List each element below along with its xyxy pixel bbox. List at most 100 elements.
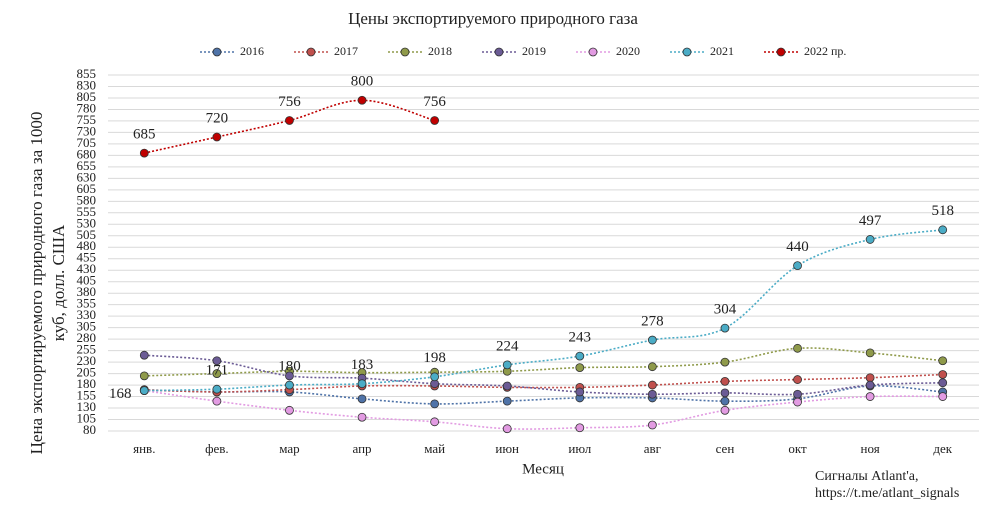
data-point [938,370,948,379]
data-point [720,396,730,406]
data-point [793,261,802,271]
data-label: 180 [278,359,301,375]
data-point [720,388,730,398]
data-point [285,405,294,415]
y-tick-label: 355 [77,296,97,311]
legend-marker [682,47,692,57]
x-tick-label: май [424,441,445,456]
data-label: 183 [351,357,374,373]
data-point [938,378,948,388]
data-label: 278 [641,313,664,329]
x-tick-label: янв. [133,441,155,456]
data-point [139,148,149,158]
data-point [647,389,657,399]
data-label: 720 [206,110,229,126]
data-point [575,351,585,361]
data-point [793,343,802,353]
y-tick-label: 755 [77,112,97,127]
y-tick-label: 830 [77,77,97,92]
x-tick-label: окт [788,441,807,456]
data-point [647,362,657,372]
data-point [938,356,948,366]
y-tick-label: 505 [77,227,97,242]
legend-label: 2016 [240,44,264,58]
y-tick-label: 455 [77,250,97,265]
x-axis-label: Месяц [522,461,564,477]
legend-label: 2019 [522,44,546,58]
data-label: 243 [569,330,592,346]
y-axis-label: куб, долл. США [49,224,68,341]
annotation: https://t.me/atlant_signals [815,486,959,501]
data-point [502,360,512,370]
data-label: 224 [496,338,519,354]
data-point [865,373,875,383]
data-point [865,235,875,244]
data-label: 168 [109,386,132,402]
data-point [865,392,875,401]
data-point [647,420,657,430]
data-point [720,376,730,386]
series-line [144,389,943,430]
x-tick-label: авг [644,441,661,456]
legend-label: 2020 [616,44,640,58]
y-tick-label: 305 [77,319,97,334]
annotation: Сигналы Atlant'a, [815,469,919,484]
y-tick-label: 480 [77,238,97,253]
data-point [865,348,875,358]
data-point [793,389,802,399]
y-tick-label: 605 [77,181,97,196]
data-point [285,380,294,390]
data-label: 440 [786,239,809,255]
data-point [430,116,440,125]
series-line [144,354,943,396]
y-tick-label: 430 [77,261,97,276]
x-tick-label: ноя [861,441,880,456]
data-point [575,363,585,373]
y-tick-label: 555 [77,204,97,219]
legend-label: 2017 [334,44,358,58]
y-tick-label: 230 [77,353,97,368]
y-tick-label: 280 [77,330,97,345]
y-tick-label: 80 [83,422,96,437]
legend-label: 2022 пр. [804,44,846,58]
data-point [430,372,440,382]
x-tick-label: июн [495,441,519,456]
series-line [144,373,943,393]
data-point [720,405,730,415]
legend-marker [306,47,316,57]
data-label: 171 [206,363,229,379]
data-point [938,392,948,401]
x-tick-label: сен [716,441,735,456]
data-point [139,386,149,395]
data-label: 685 [133,127,156,143]
y-tick-label: 705 [77,135,97,150]
series-line [144,347,943,377]
y-tick-label: 630 [77,169,97,184]
data-label: 497 [859,213,882,229]
data-point [575,387,585,397]
legend-label: 2018 [428,44,452,58]
data-point [285,116,294,125]
series-line [144,385,943,405]
x-tick-label: фев. [205,441,229,456]
y-tick-label: 155 [77,388,97,403]
data-point [357,379,367,389]
legend-marker [494,47,504,57]
y-tick-label: 855 [77,66,97,81]
x-tick-label: июл [568,441,591,456]
data-point [793,397,802,407]
x-tick-label: апр [353,441,372,456]
y-tick-label: 680 [77,146,97,161]
y-tick-label: 405 [77,273,97,288]
y-tick-label: 530 [77,215,97,230]
legend-marker [212,47,222,57]
y-tick-label: 205 [77,365,97,380]
data-point [285,371,294,381]
data-point [502,381,512,391]
data-label: 518 [931,203,954,219]
data-label: 756 [278,94,301,110]
legend-marker [400,47,410,57]
data-point [139,350,149,360]
data-label: 756 [423,94,446,110]
data-point [430,399,440,409]
